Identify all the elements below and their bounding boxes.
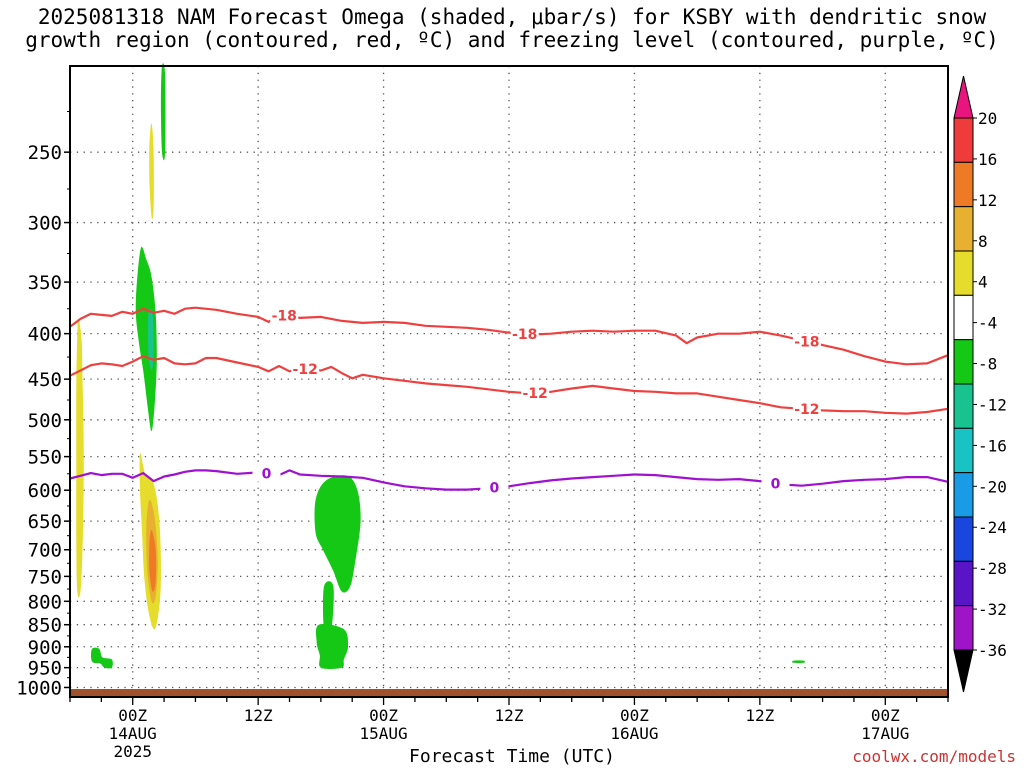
colorbar-label: -16 [978, 436, 1007, 455]
colorbar-band [954, 251, 973, 295]
colorbar-band [954, 295, 973, 339]
y-tick-label: 400 [28, 324, 62, 346]
colorbar-label: -24 [978, 518, 1007, 537]
colorbar-label: -28 [978, 559, 1007, 578]
x-tick-label: 17AUG [861, 724, 909, 743]
colorbar-label: 4 [978, 273, 988, 292]
colorbar-extend-bottom [954, 650, 973, 692]
x-tick-label: 16AUG [610, 724, 658, 743]
source-credit: coolwx.com/models [852, 747, 1016, 766]
contour-label: -12 [794, 402, 819, 418]
colorbar-label: 16 [978, 150, 997, 169]
colorbar-label: -8 [978, 355, 997, 374]
colorbar-label: -20 [978, 477, 1007, 496]
y-tick-label: 650 [28, 511, 62, 533]
colorbar-label: -36 [978, 641, 1007, 660]
x-tick-label: 00Z [620, 706, 649, 725]
omega-shaded-region [149, 123, 154, 219]
omega-shaded-region [315, 475, 361, 592]
axis-layer: 2503003504004505005506006507007508008509… [16, 111, 948, 761]
y-tick-label: 950 [28, 658, 62, 680]
y-tick-label: 1000 [16, 677, 62, 699]
omega-shaded-region [316, 624, 348, 669]
x-tick-label: 00Z [369, 706, 398, 725]
y-tick-label: 250 [28, 142, 62, 164]
x-tick-label: 12Z [244, 706, 273, 725]
omega-shaded-region [161, 63, 166, 160]
colorbar-band [954, 340, 973, 384]
colorbar-label: 12 [978, 191, 997, 210]
colorbar-label: -12 [978, 395, 1007, 414]
contour-line-0 [70, 470, 948, 489]
x-tick-label: 15AUG [359, 724, 407, 743]
x-tick-label: 12Z [495, 706, 524, 725]
colorbar-band [954, 428, 973, 472]
contour-label: -18 [794, 335, 819, 351]
x-tick-label: 14AUG [109, 724, 157, 743]
contour-label: -12 [522, 386, 547, 402]
colorbar-band [954, 561, 973, 605]
contour-label: 0 [262, 467, 272, 483]
y-tick-label: 900 [28, 637, 62, 659]
omega-shaded-region [792, 660, 805, 663]
y-tick-label: 700 [28, 540, 62, 562]
y-tick-label: 750 [28, 566, 62, 588]
y-tick-label: 600 [28, 480, 62, 502]
colorbar-band [954, 606, 973, 650]
y-tick-label: 850 [28, 615, 62, 637]
colorbar-label: -32 [978, 600, 1007, 619]
colorbar-band [954, 162, 973, 206]
contour-label: -18 [512, 327, 537, 343]
colorbar-label: 8 [978, 232, 988, 251]
contour-label: -12 [293, 362, 318, 378]
y-tick-label: 350 [28, 272, 62, 294]
terrain-band [70, 689, 948, 697]
colorbar-band [954, 384, 973, 428]
x-tick-label: 12Z [745, 706, 774, 725]
y-tick-label: 500 [28, 410, 62, 432]
colorbar-band [954, 473, 973, 517]
y-tick-label: 800 [28, 591, 62, 613]
plot-frame [70, 66, 948, 697]
omega-shaded-region [91, 648, 113, 669]
contour-label: 0 [771, 477, 781, 493]
y-tick-label: 550 [28, 447, 62, 469]
omega-shading-layer [76, 63, 805, 669]
omega-shaded-region [76, 319, 84, 598]
y-tick-label: 300 [28, 213, 62, 235]
x-tick-label: 00Z [118, 706, 147, 725]
plot-border [70, 66, 948, 697]
colorbar-label: 20 [978, 109, 997, 128]
colorbar-extend-top [954, 76, 973, 118]
omega-shaded-region [136, 247, 157, 431]
colorbar-band [954, 517, 973, 561]
y-tick-label: 450 [28, 369, 62, 391]
colorbar-band [954, 207, 973, 251]
colorbar-label: -4 [978, 314, 997, 333]
terrain-layer [70, 689, 948, 697]
colorbar: 20 16 12 8 4 -4 -8 -12 -16 -20 -24 -28 -32 -36 [954, 76, 1007, 692]
x-tick-label: 00Z [871, 706, 900, 725]
contour-label: -18 [272, 309, 297, 325]
grid-layer [70, 66, 948, 697]
colorbar-band [954, 118, 973, 162]
contour-label: 0 [489, 481, 499, 497]
